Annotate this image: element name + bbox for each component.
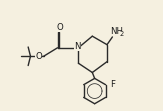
Text: O: O xyxy=(35,52,42,61)
Text: 2: 2 xyxy=(119,31,124,37)
Text: O: O xyxy=(56,23,63,32)
Text: N: N xyxy=(74,43,81,52)
Text: F: F xyxy=(110,80,115,89)
Text: NH: NH xyxy=(110,27,123,36)
